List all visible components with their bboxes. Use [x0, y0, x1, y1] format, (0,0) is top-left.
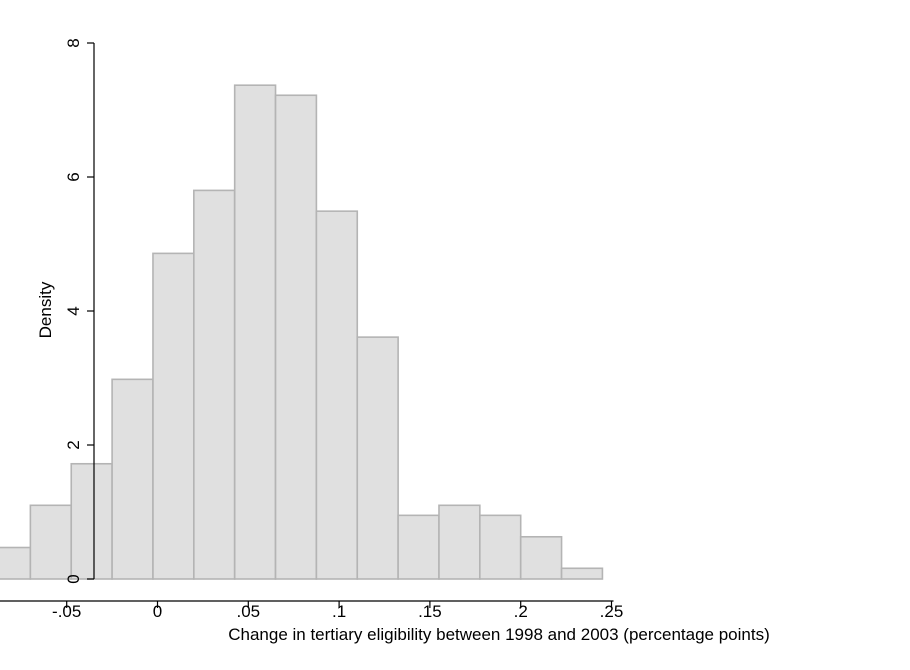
y-tick-label: 6 — [64, 172, 83, 181]
y-tick-label: 4 — [64, 306, 83, 315]
histogram-bar — [397, 514, 440, 580]
x-tick-label: .25 — [600, 602, 624, 621]
y-tick-label: 2 — [64, 440, 83, 449]
y-tick-label: 8 — [64, 38, 83, 47]
histogram-bar — [560, 567, 604, 580]
x-tick-label: .05 — [236, 602, 260, 621]
histogram-bar — [519, 535, 563, 580]
histogram-bar — [193, 189, 236, 580]
histogram-bar — [152, 252, 195, 580]
histogram-bar — [315, 210, 359, 580]
x-tick-label: 0 — [153, 602, 162, 621]
y-axis: 0 2 4 6 8 — [64, 38, 95, 584]
x-tick-label: .15 — [418, 602, 442, 621]
histogram-bar — [0, 546, 32, 580]
histogram-bar — [233, 84, 277, 580]
x-axis-title: Change in tertiary eligibility between 1… — [228, 625, 770, 644]
x-tick-label: .1 — [332, 602, 346, 621]
x-axis: -.1-.050.05.1.15.2.25 — [0, 600, 624, 621]
x-tick-label: -.05 — [52, 602, 81, 621]
histogram-bar — [111, 378, 154, 580]
histogram-bar — [274, 94, 318, 580]
histogram-bar — [29, 504, 73, 580]
y-axis-title: Density — [36, 281, 55, 338]
bars-group — [0, 84, 604, 580]
x-tick-label: .2 — [514, 602, 528, 621]
histogram-bar — [479, 514, 522, 580]
y-tick-label: 0 — [64, 574, 83, 583]
histogram-bar — [356, 336, 399, 580]
histogram-bar — [70, 462, 113, 580]
histogram-bar — [438, 504, 481, 580]
